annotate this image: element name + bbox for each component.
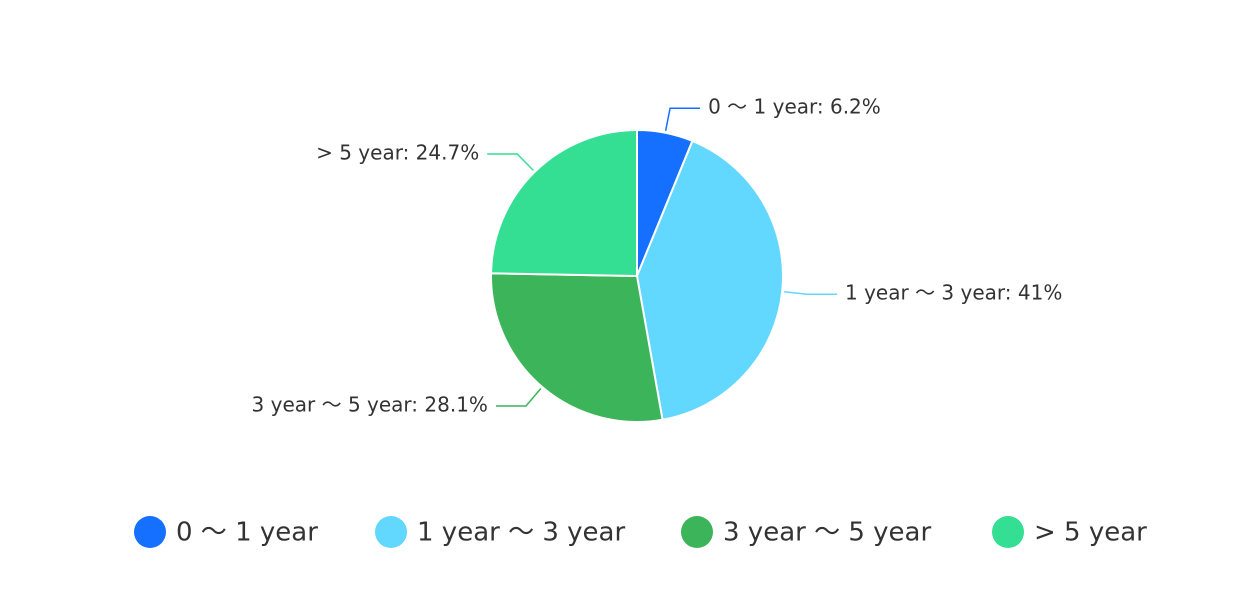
legend-label: 1 year ～ 3 year (417, 518, 625, 548)
leader-line (487, 153, 534, 171)
legend-label: 3 year ～ 5 year (723, 518, 931, 548)
data-label: > 5 year: 24.7% (316, 140, 479, 164)
leader-line (664, 107, 701, 131)
legend-label: > 5 year (1034, 518, 1147, 548)
data-label: 0 ～ 1 year: 6.2% (708, 95, 881, 119)
leader-line (784, 291, 838, 295)
data-label: 3 year ～ 5 year: 28.1% (252, 393, 488, 417)
pie-slice (635, 139, 784, 421)
legend-label: 0 ～ 1 year (176, 518, 318, 548)
legend-marker (681, 516, 713, 548)
leader-line (495, 388, 542, 407)
legend-marker (375, 516, 407, 548)
legend-marker (134, 516, 166, 548)
pie-slice (490, 272, 664, 423)
pie-slice (490, 128, 638, 278)
legend-marker (992, 516, 1024, 548)
data-label: 1 year ～ 3 year: 41% (845, 281, 1062, 305)
